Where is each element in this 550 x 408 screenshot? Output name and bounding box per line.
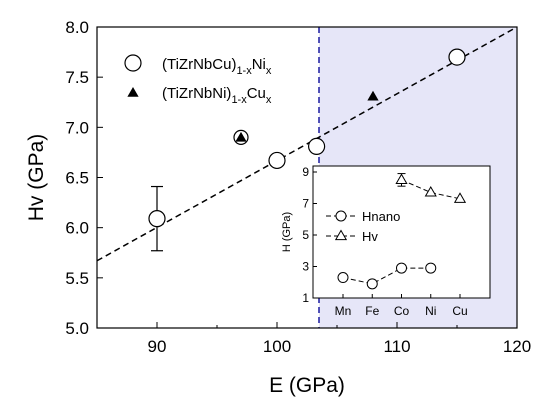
plot-frame	[96, 26, 518, 329]
open-circle-point	[308, 137, 326, 155]
y-tick-label: 5.0	[65, 319, 89, 338]
legend-label: (TiZrNbCu)1-xNix	[162, 56, 272, 77]
inset-y-tick-label: 3	[302, 260, 309, 274]
inset-open-circle-point	[425, 262, 437, 274]
open-circle-point	[148, 210, 166, 228]
y-tick-label: 6.0	[65, 219, 89, 238]
filled-triangle-point	[235, 131, 247, 142]
inset-open-circle-point	[396, 262, 407, 274]
inset-legend-label: Hv	[362, 229, 378, 244]
x-tick-label: 90	[148, 337, 167, 356]
filled-triangle-point	[367, 90, 379, 101]
y-tick-label: 7.5	[65, 68, 89, 87]
inset-y-tick-label: 9	[302, 165, 309, 179]
legend-marker-open-circle	[124, 54, 142, 72]
inset-open-circle-point	[337, 272, 349, 284]
legend-marker-filled-triangle	[127, 86, 139, 97]
inset-open-triangle-point	[424, 185, 437, 197]
inset-legend-marker-triangle	[334, 229, 348, 241]
inset-y-tick-label: 5	[302, 228, 309, 242]
x-tick-label: 120	[503, 337, 531, 356]
x-tick-label: 100	[263, 337, 291, 356]
main-data-points	[148, 48, 466, 252]
inset-open-triangle-point	[453, 192, 467, 203]
legend: (TiZrNbCu)1-xNix (TiZrNbNi)1-xCux	[124, 54, 272, 106]
y-tick-label: 7.0	[65, 118, 89, 137]
inset-y-tick-label: 1	[302, 291, 309, 305]
y-axis-label: Hv (GPa)	[25, 134, 48, 222]
inset-x-tick-label: Ni	[425, 304, 436, 318]
y-tick-label: 8.0	[65, 18, 89, 37]
inset-y-tick-label: 7	[302, 197, 309, 211]
inset-open-circle-point	[366, 278, 378, 290]
inset-legend-label: Hnano	[362, 209, 400, 224]
inset-legend-marker-circle	[335, 210, 347, 222]
inset-open-triangle-point	[395, 173, 408, 184]
open-circle-point	[448, 48, 466, 66]
x-tick-label: 110	[383, 337, 410, 356]
inset-x-tick-label: Mn	[335, 304, 352, 318]
main-axis-ticks: 90 100 110 120 5.0 5.5 6.0 6.5 7.0 7.5 8.0	[65, 18, 531, 356]
x-axis-label: E (GPa)	[269, 374, 345, 397]
open-circle-point	[268, 151, 286, 170]
inset-chart: 1 3 5 7 9 Mn Fe Co Ni Cu H (GPa) Hnano Hv	[281, 165, 491, 318]
inset-y-axis-label: H (GPa)	[281, 212, 293, 252]
legend-label: (TiZrNbNi)1-xCux	[162, 85, 272, 106]
fit-line	[96, 26, 518, 262]
inset-x-tick-label: Co	[394, 304, 410, 318]
y-tick-label: 5.5	[65, 269, 89, 288]
inset-series-line	[401, 179, 461, 200]
inset-x-tick-label: Fe	[365, 304, 379, 318]
inset-x-tick-label: Cu	[452, 304, 467, 318]
y-tick-label: 6.5	[65, 169, 89, 188]
